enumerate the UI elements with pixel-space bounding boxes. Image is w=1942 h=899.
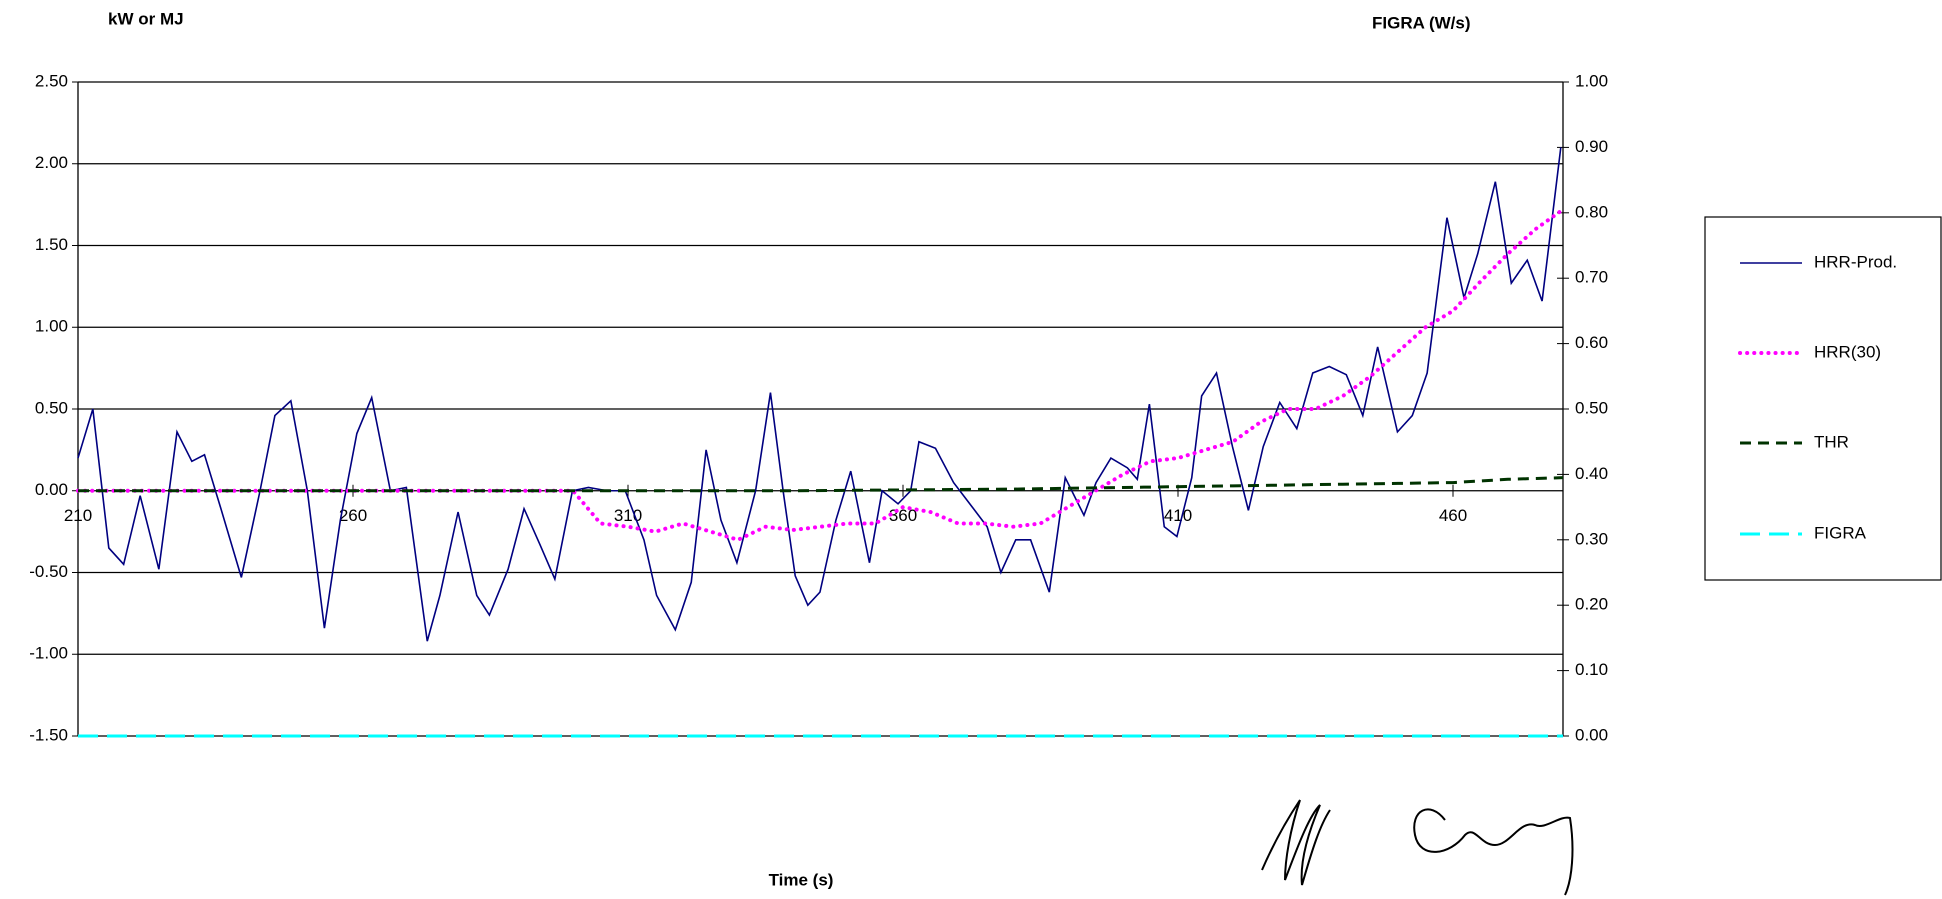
y2-tick-label: 0.30 (1575, 529, 1608, 548)
x-tick-label: 410 (1164, 506, 1192, 525)
x-tick-label: 460 (1439, 506, 1467, 525)
y-tick-label: -1.00 (29, 644, 68, 663)
y2-tick-label: 0.00 (1575, 725, 1608, 744)
legend-box (1704, 216, 1942, 581)
y-tick-label: -1.50 (29, 725, 68, 744)
legend-label: THR (1814, 432, 1849, 451)
y-tick-label: 0.00 (35, 480, 68, 499)
y2-tick-label: 0.60 (1575, 333, 1608, 352)
y-tick-label: 1.00 (35, 317, 68, 336)
y-tick-label: 0.50 (35, 398, 68, 417)
y2-tick-label: 0.20 (1575, 595, 1608, 614)
series-line (77, 147, 1562, 642)
y2-axis-title: FIGRA (W/s) (1372, 13, 1471, 32)
legend-label: FIGRA (1814, 523, 1867, 542)
y2-tick-label: 1.00 (1575, 71, 1608, 90)
y2-tick-label: 0.10 (1575, 660, 1608, 679)
y2-tick-label: 0.50 (1575, 398, 1608, 417)
signature (1261, 799, 1574, 896)
legend-label: HRR(30) (1814, 342, 1881, 361)
series-line (76, 207, 1565, 542)
y-tick-label: 1.50 (35, 235, 68, 254)
y2-tick-label: 0.80 (1575, 202, 1608, 221)
y-tick-label: -0.50 (29, 562, 68, 581)
x-tick-label: 260 (339, 506, 367, 525)
y-axis-title: kW or MJ (108, 9, 184, 28)
series-line (78, 476, 1564, 493)
y2-tick-label: 0.40 (1575, 464, 1608, 483)
x-tick-label: 310 (614, 506, 642, 525)
y2-tick-label: 0.70 (1575, 268, 1608, 287)
y2-tick-label: 0.90 (1575, 137, 1608, 156)
x-tick-label: 210 (64, 506, 92, 525)
y-tick-label: 2.00 (35, 153, 68, 172)
x-axis-title: Time (s) (769, 870, 834, 889)
y-tick-label: 2.50 (35, 71, 68, 90)
legend-label: HRR-Prod. (1814, 252, 1897, 271)
